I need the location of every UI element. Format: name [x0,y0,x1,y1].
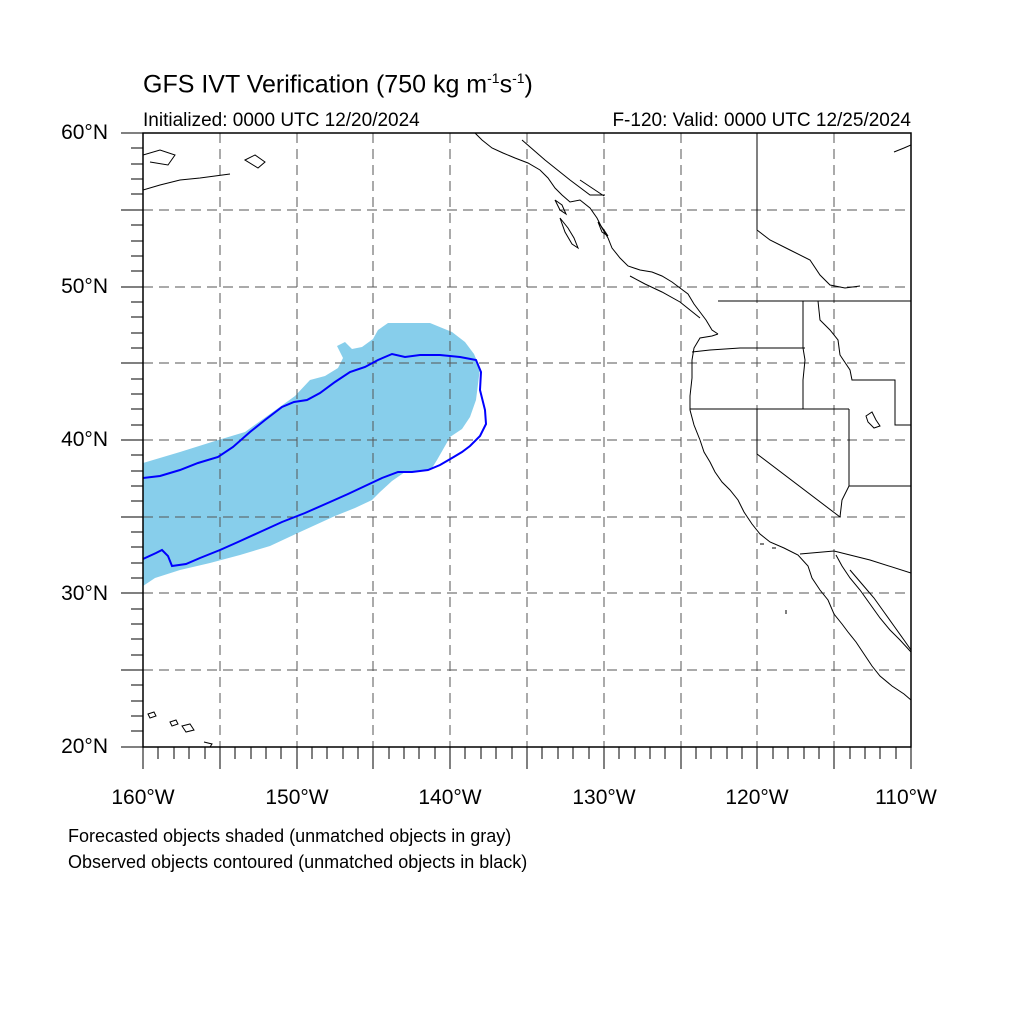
lat-label-30n: 30°N [61,582,108,605]
lon-label-130w: 130°W [572,786,636,809]
coastlines [143,133,911,747]
lat-label-40n: 40°N [61,428,108,451]
plot-frame [142,132,912,748]
lon-label-140w: 140°W [418,786,482,809]
chart-title: GFS IVT Verification (750 kg m-1s-1) [143,70,533,99]
lon-label-120w: 120°W [725,786,789,809]
legend-observed-note: Observed objects contoured (unmatched ob… [68,852,528,872]
political-boundaries [579,133,911,574]
lon-label-110w: 110°W [875,786,937,809]
lat-label-20n: 20°N [61,735,108,758]
lat-label-60n: 60°N [61,121,108,144]
lon-label-150w: 150°W [265,786,329,809]
lon-label-160w: 160°W [111,786,175,809]
gridlines [143,133,911,747]
lat-label-50n: 50°N [61,275,108,298]
initialized-time: Initialized: 0000 UTC 12/20/2024 [143,110,420,131]
legend-forecast-note: Forecasted objects shaded (unmatched obj… [68,826,512,846]
tick-marks [121,132,912,769]
valid-time: F-120: Valid: 0000 UTC 12/25/2024 [612,110,911,131]
observed-ivt-contour [143,352,488,568]
forecast-ivt-object [143,323,480,586]
